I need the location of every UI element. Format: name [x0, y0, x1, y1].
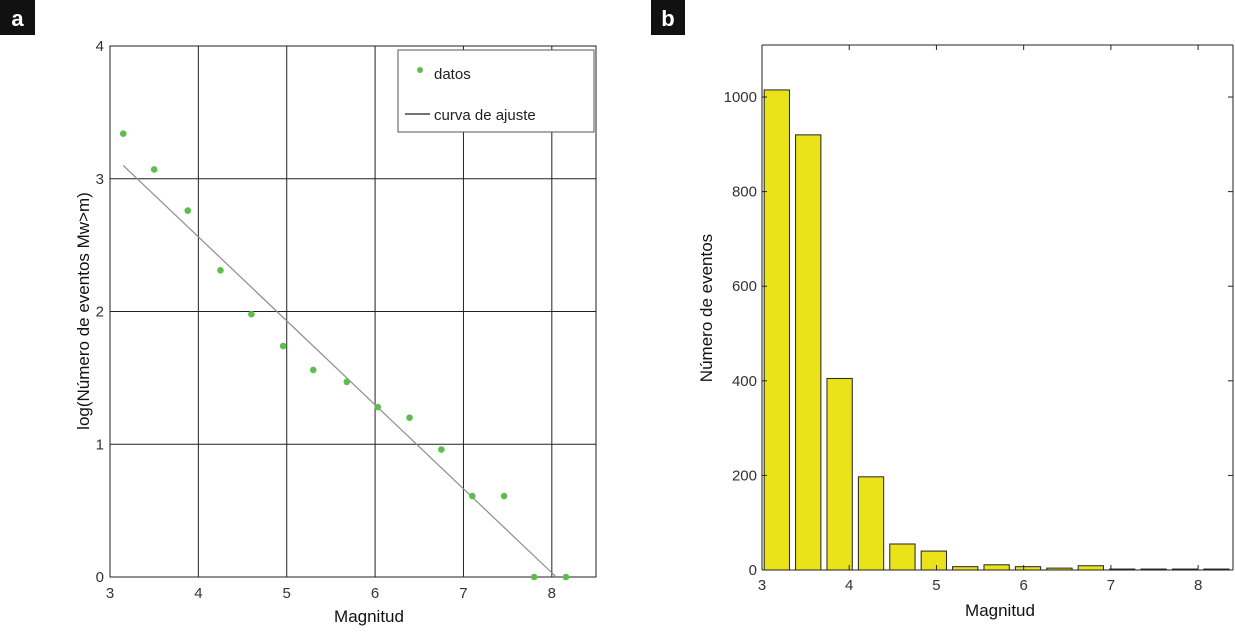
fit-line	[122, 165, 557, 578]
panel-b-chart: b 3 4 5 6 7 8 0 200 400 600 800 1000 Magnitud Númer…	[651, 0, 1234, 620]
legend: datos curva de ajuste	[397, 49, 595, 133]
bar	[857, 476, 885, 571]
panel-a-letter: a	[11, 6, 24, 31]
panel-a-x-axis-title: Magnitud	[334, 607, 404, 626]
data-point	[562, 573, 570, 581]
panel-b-letter: b	[661, 6, 674, 31]
data-point	[343, 378, 351, 386]
x-tick-label: 7	[459, 585, 467, 602]
bar	[1077, 565, 1104, 571]
bar	[983, 564, 1010, 571]
x-tick-label: 3	[758, 577, 766, 594]
data-point	[438, 446, 445, 453]
y-tick-label: 4	[96, 38, 104, 55]
data-point	[309, 366, 317, 374]
x-tick-label: 6	[371, 585, 379, 602]
data-points	[119, 130, 570, 581]
panel-a-chart: a 3 4 5 6 7 8 0 1 2 3 4 datos curva de ajuste Magn…	[0, 0, 597, 626]
bar	[889, 543, 916, 571]
x-tick-label: 4	[845, 577, 853, 594]
bar	[826, 377, 853, 571]
y-tick-label: 2	[96, 304, 104, 321]
x-tick-label: 3	[106, 585, 114, 602]
legend-marker-datos	[417, 67, 423, 73]
y-tick-label: 200	[732, 467, 757, 484]
x-tick-label: 6	[1019, 577, 1027, 594]
x-tick-label: 5	[932, 577, 940, 594]
data-point	[119, 130, 127, 137]
panel-b-label-box	[651, 0, 685, 35]
data-point	[406, 414, 413, 422]
data-point	[530, 573, 538, 581]
y-tick-label: 1	[96, 436, 104, 453]
legend-label-datos: datos	[434, 66, 471, 83]
data-point	[217, 267, 224, 274]
data-point	[374, 403, 382, 411]
panel-b-bars	[763, 89, 1230, 571]
y-tick-label: 0	[96, 569, 104, 586]
y-tick-label: 1000	[724, 89, 757, 106]
bar	[920, 550, 947, 571]
data-point	[500, 492, 508, 500]
legend-box	[397, 49, 595, 133]
x-tick-label: 4	[194, 585, 202, 602]
data-point	[150, 166, 158, 173]
data-point	[248, 310, 255, 318]
panel-a-label-box	[0, 0, 35, 35]
y-tick-label: 3	[96, 171, 104, 188]
panel-b-tick-labels: 3 4 5 6 7 8 0 200 400 600 800 1000	[724, 45, 1233, 594]
panel-b-y-axis-title: Número de eventos	[697, 234, 716, 382]
x-tick-label: 8	[548, 585, 556, 602]
data-point	[468, 492, 476, 500]
x-tick-label: 7	[1107, 577, 1115, 594]
y-tick-label: 400	[732, 373, 757, 390]
x-tick-label: 5	[283, 585, 291, 602]
panel-b-x-axis-title: Magnitud	[965, 601, 1035, 620]
bar	[763, 89, 790, 571]
panel-a-tick-labels: 3 4 5 6 7 8 0 1 2 3 4	[96, 38, 556, 602]
y-tick-label: 800	[732, 184, 757, 201]
legend-label-fit: curva de ajuste	[434, 107, 536, 124]
y-tick-label: 0	[749, 562, 757, 579]
y-tick-label: 600	[732, 278, 757, 295]
data-point	[184, 207, 192, 214]
x-tick-label: 8	[1194, 577, 1202, 594]
bar	[795, 134, 822, 571]
panel-a-y-axis-title: log(Número de eventos Mw>m)	[74, 192, 93, 430]
data-point	[279, 342, 287, 350]
